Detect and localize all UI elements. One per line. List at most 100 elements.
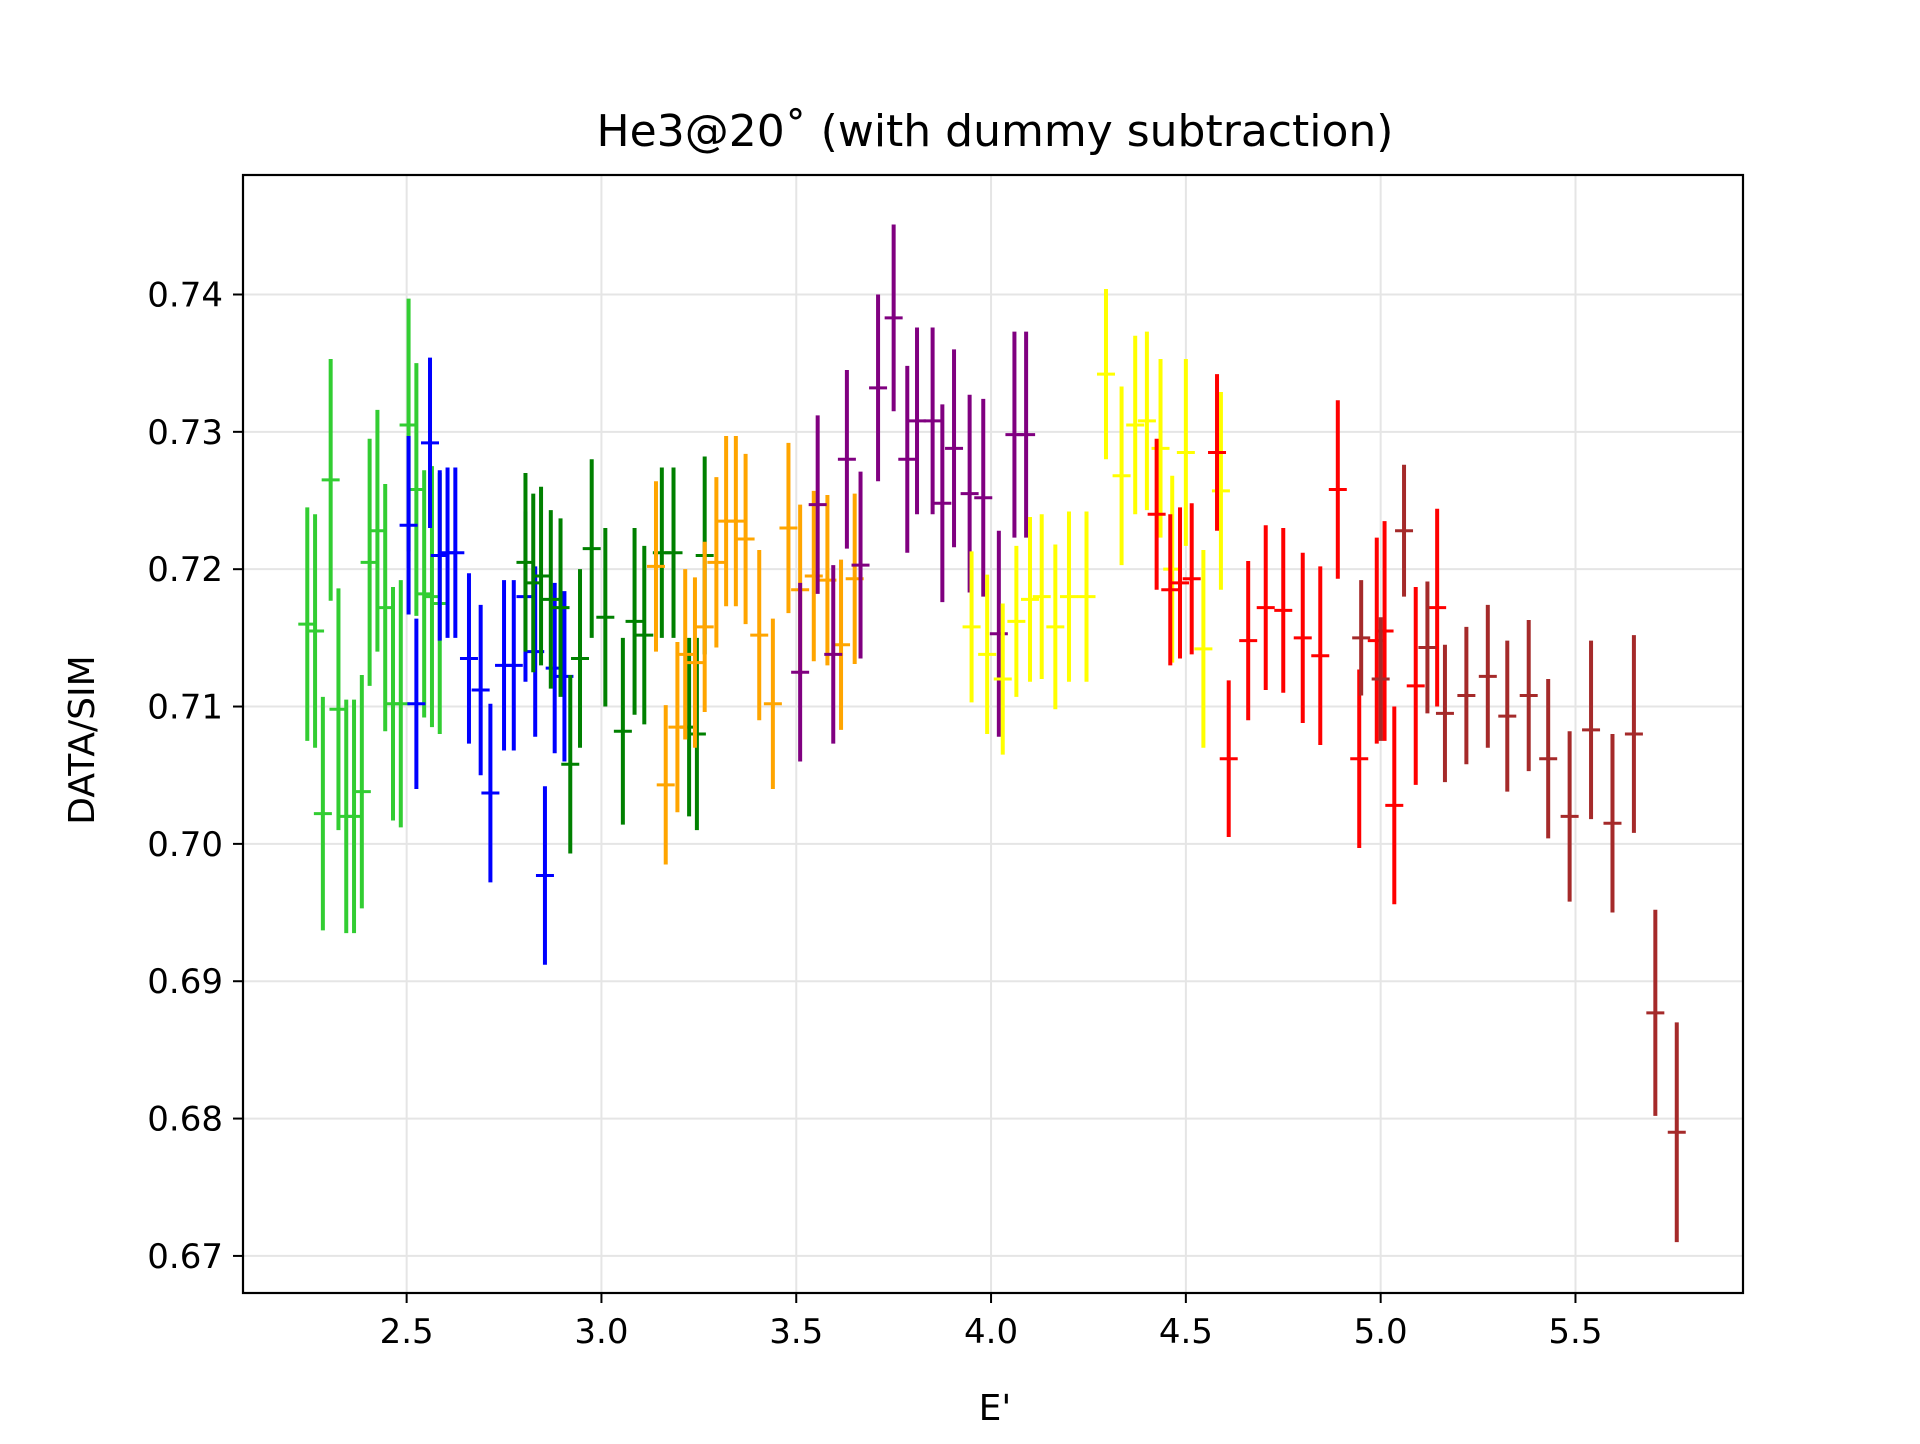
data-point [1161,514,1180,666]
series-7 [1147,374,1447,905]
series-2 [399,357,574,965]
data-point [1560,731,1579,902]
data-point [676,569,695,740]
data-point [1126,335,1145,515]
data-point [1147,438,1166,590]
data-point [596,527,615,707]
data-point [399,435,418,615]
data-point [1311,566,1330,745]
data-point [1274,527,1293,693]
data-point [1582,640,1601,820]
data-point [535,786,554,965]
y-tick-label: 0.70 [147,825,223,865]
data-point [1418,581,1437,714]
data-point [978,574,997,734]
data-point [779,442,798,614]
data-point [993,603,1012,755]
data-point [459,573,478,744]
axis-ticks: 2.5 3.0 3.5 4.0 4.5 5.0 5.5 0.67 0.68 0.69 0.70 0.7… [147,275,1602,1352]
data-point [933,404,952,603]
data-point [750,549,769,721]
data-point [1385,706,1404,905]
data-point [1371,617,1390,741]
x-tick-label: 2.5 [380,1312,434,1352]
data-point [664,467,683,638]
data-point [306,514,325,748]
data-point [1211,392,1230,590]
data-point [1096,288,1115,460]
data-point [1208,374,1227,531]
data-point [804,490,823,662]
x-tick-label: 4.0 [964,1312,1018,1352]
y-tick-label: 0.72 [147,550,223,590]
data-point [1219,680,1238,838]
y-tick-label: 0.74 [147,275,223,315]
data-point [582,459,601,638]
data-point [1032,514,1051,680]
y-tick-label: 0.67 [147,1237,223,1277]
data-point [1077,511,1096,682]
data-point [1498,640,1517,792]
data-point [989,530,1008,737]
data-point [1428,508,1447,707]
data-point [685,577,704,748]
data-point [635,545,654,725]
plot-area-frame [241,173,1745,1295]
data-point [808,415,827,594]
data-point [471,604,490,776]
data-point [1352,580,1371,696]
y-tick-label: 0.68 [147,1100,223,1140]
y-tick-label: 0.71 [147,688,223,728]
data-point [481,703,500,883]
data-point [707,477,726,648]
series-8 [1352,464,1686,1243]
data-point [352,674,371,909]
data-point [1406,587,1425,785]
data-point [1256,525,1275,691]
data-point [1350,669,1369,848]
data-point [1293,552,1312,724]
y-tick-label: 0.73 [147,413,223,453]
x-tick-label: 5.5 [1548,1312,1602,1352]
data-point [613,637,632,825]
data-point [1624,635,1643,833]
data-point [763,618,782,789]
data-point [1239,560,1258,721]
data-point [625,527,644,715]
data-point [736,453,755,625]
data-point [1171,507,1190,659]
data-point [313,696,332,931]
data-point [541,510,560,689]
data-point [1137,331,1156,511]
data-point [1021,516,1040,682]
grid [243,175,1743,1293]
data-point [908,327,927,515]
data-point [656,705,675,865]
chart-title: He3@20˚ (with dummy subtraction) [597,106,1394,157]
data-point [1182,503,1201,655]
data-point [551,518,570,697]
data-point [1646,909,1665,1116]
data-point [1176,359,1195,546]
x-tick-label: 5.0 [1354,1312,1408,1352]
data-point [421,357,440,528]
data-point [1435,644,1454,783]
data-point [504,580,523,751]
y-tick-label: 0.69 [147,962,223,1002]
data-point [945,349,964,548]
data-point [1519,620,1538,772]
data-point [1375,521,1394,741]
data-point [923,327,942,515]
series-4 [646,435,864,865]
data-point [561,674,580,854]
data-point [1151,359,1170,538]
data-point [837,370,856,549]
data-point [962,551,981,703]
data-point [824,565,843,744]
data-point [391,580,410,828]
data-point [1603,734,1622,913]
data-point [532,486,551,666]
